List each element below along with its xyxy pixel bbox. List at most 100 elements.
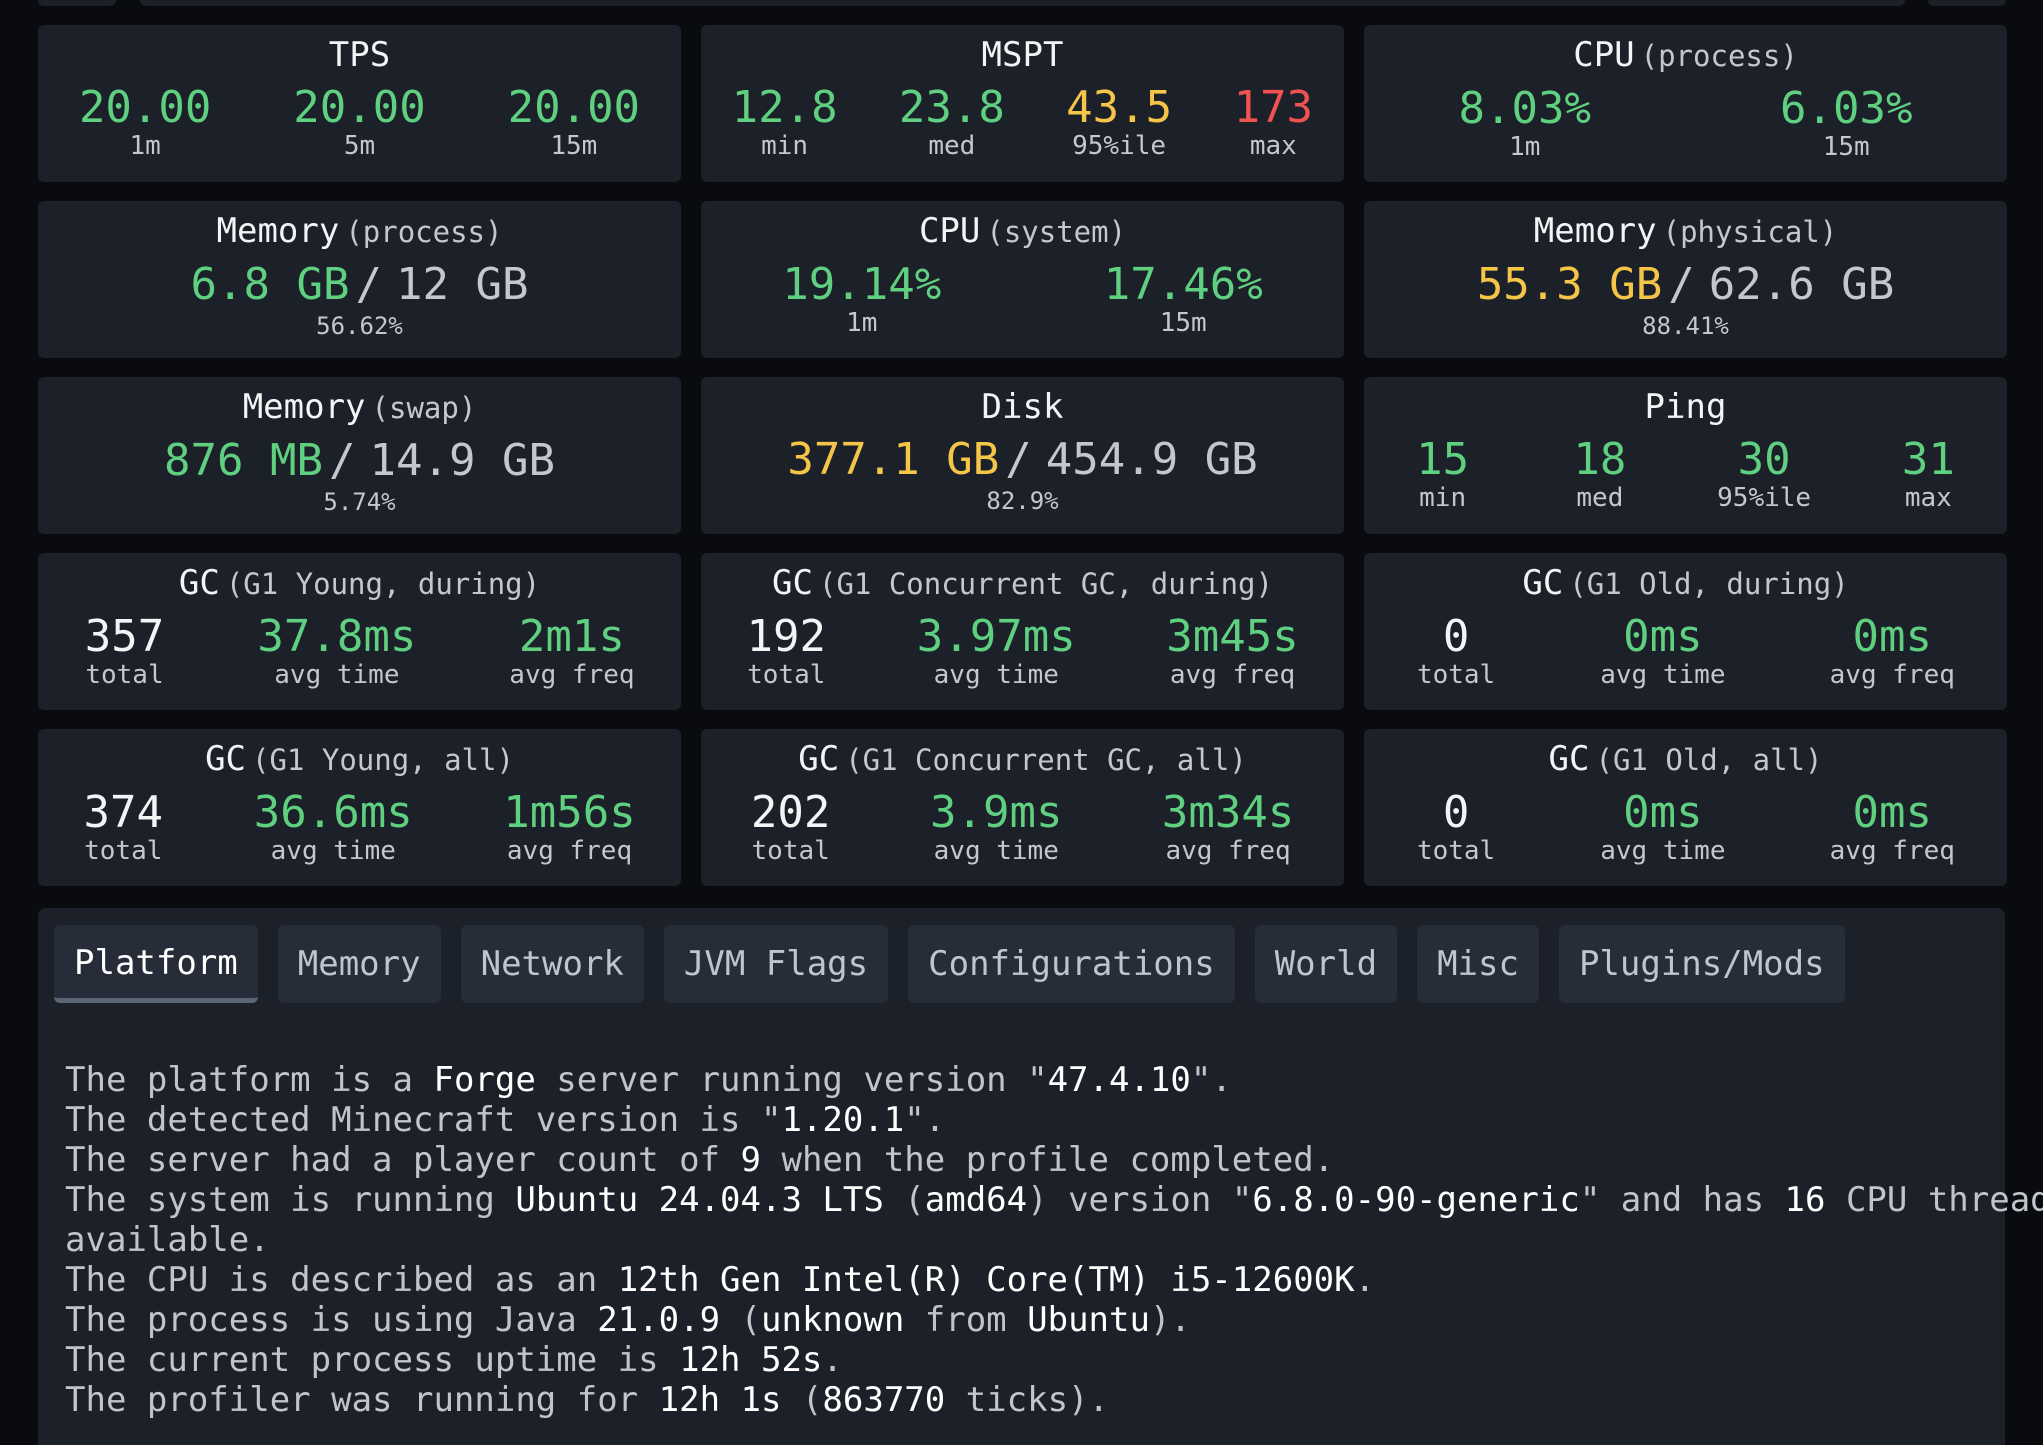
- stat-label: 95%ile: [1072, 131, 1167, 161]
- usage-percent: 5.74%: [323, 488, 396, 516]
- stat-label: total: [751, 836, 830, 866]
- stat-1m: 20.00 1m: [78, 82, 212, 162]
- stat-card-gc-g1-young-all: GC (G1 Young, all) 374 total 36.6ms avg time 1…: [38, 729, 681, 886]
- stat-total: 0 total: [1416, 787, 1496, 867]
- card-title: GC (G1 Young, all): [205, 739, 514, 780]
- usage-value: 876 MB/ 14.9 GB: [164, 436, 555, 486]
- stat-row: 192 total 3.97ms avg time 3m45s avg freq: [701, 611, 1344, 691]
- stat-value: 357: [84, 611, 165, 662]
- tab-jvm-flags[interactable]: JVM Flags: [663, 925, 889, 1003]
- stat-value: 0: [1442, 787, 1470, 838]
- stat-label: avg freq: [1169, 660, 1296, 690]
- card-title-sub: (G1 Old, during): [1569, 567, 1849, 601]
- stat-avg-freq: 2m1s avg freq: [509, 612, 634, 691]
- stat-total: 192 total: [746, 612, 826, 691]
- stat-label: avg freq: [506, 836, 633, 866]
- card-title-main: CPU: [1573, 35, 1635, 75]
- info-value: 12h 1s: [658, 1380, 782, 1420]
- stat-card-ping: Ping 15 min 18 med 30 95%ile 31 max: [1364, 377, 2007, 534]
- card-title-sub: (swap): [371, 391, 477, 425]
- info-text: ) version ": [1027, 1180, 1253, 1220]
- stat-value: 0ms: [1623, 787, 1703, 838]
- stat-value: 20.00: [78, 82, 212, 133]
- stat-label: avg time: [933, 660, 1059, 690]
- card-title: Memory (swap): [243, 387, 477, 428]
- info-value: unknown: [761, 1300, 905, 1340]
- info-line: The process is using Java 21.0.9 (unknow…: [65, 1300, 2043, 1340]
- stat-label: med: [928, 131, 976, 161]
- stat-row: 0 total 0ms avg time 0ms avg freq: [1364, 612, 2007, 691]
- usage-used: 377.1 GB: [787, 434, 1000, 485]
- info-line: The detected Minecraft version is "1.20.…: [65, 1100, 2043, 1140]
- tab-configurations[interactable]: Configurations: [908, 925, 1235, 1003]
- stat-row: 15 min 18 med 30 95%ile 31 max: [1364, 435, 2007, 514]
- info-text: server running version ": [535, 1060, 1048, 1100]
- info-panel: Platform Memory Network JVM Flags Configurat…: [38, 908, 2043, 1445]
- card-title: Memory (physical): [1534, 211, 1837, 252]
- stat-label: total: [1416, 836, 1496, 866]
- card-title-main: GC: [1522, 563, 1564, 603]
- info-value: 6.8.0-90-generic: [1252, 1180, 1580, 1220]
- usage-total: 454.9 GB: [1045, 434, 1258, 485]
- stat-label: avg freq: [1829, 660, 1955, 690]
- usage-used: 55.3 GB: [1476, 259, 1663, 310]
- info-value: 47.4.10: [1047, 1060, 1191, 1100]
- tab-platform[interactable]: Platform: [54, 925, 258, 1003]
- stat-avg-freq: 0ms avg freq: [1829, 612, 1955, 691]
- stat-label: 1m: [1509, 132, 1541, 162]
- stat-card-cpu-system: CPU (system) 19.14% 1m 17.46% 15m: [701, 201, 1344, 358]
- info-text: The CPU is described as an: [65, 1260, 618, 1300]
- usage-used: 6.8 GB: [190, 259, 350, 310]
- stat-value: 173: [1233, 82, 1314, 133]
- info-text: (: [883, 1180, 925, 1220]
- stat-label: avg freq: [1165, 836, 1291, 866]
- info-text: The process is using Java: [65, 1300, 598, 1340]
- stat-label: total: [85, 660, 164, 690]
- stat-avg-freq: 3m45s avg freq: [1166, 611, 1299, 691]
- tab-misc[interactable]: Misc: [1417, 925, 1539, 1003]
- tab-network[interactable]: Network: [460, 925, 644, 1003]
- stat-value: 12.8: [731, 82, 838, 133]
- stat-label: 15m: [1822, 132, 1870, 162]
- stat-avg-time: 0ms avg time: [1600, 787, 1725, 867]
- stat-label: avg freq: [1829, 836, 1955, 866]
- stat-total: 374 total: [83, 788, 163, 867]
- stat-row: 19.14% 1m 17.46% 15m: [701, 259, 1344, 339]
- card-title: CPU (system): [919, 211, 1126, 252]
- stat-value: 6.03%: [1780, 83, 1913, 134]
- card-title: MSPT: [982, 35, 1064, 75]
- stat-label: 15m: [550, 131, 598, 161]
- info-text: The server had a player count of: [65, 1140, 741, 1180]
- stat-value: 3.9ms: [930, 787, 1063, 838]
- stat-value: 3m45s: [1166, 611, 1299, 662]
- stat-label: total: [1416, 660, 1496, 690]
- usage-slash: /: [1668, 259, 1695, 310]
- info-text: CPU threads: [1845, 1180, 2043, 1220]
- stat-label: avg time: [933, 836, 1059, 866]
- usage-percent: 88.41%: [1642, 312, 1729, 340]
- info-value: 21.0.9: [597, 1300, 721, 1340]
- tab-memory[interactable]: Memory: [277, 925, 441, 1003]
- stat-row: 8.03% 1m 6.03% 15m: [1364, 83, 2007, 163]
- stat-15m: 20.00 15m: [508, 83, 640, 162]
- info-text: The profiler was running for: [65, 1380, 659, 1420]
- tab-world[interactable]: World: [1254, 925, 1398, 1003]
- usage-total: 62.6 GB: [1708, 259, 1895, 310]
- info-text: .: [1354, 1260, 1376, 1300]
- stat-value: 19.14%: [782, 259, 942, 310]
- usage-slash: /: [1005, 434, 1032, 485]
- card-title-main: TPS: [328, 35, 391, 75]
- stat-value: 202: [750, 787, 831, 838]
- info-line: The profiler was running for 12h 1s (863…: [65, 1380, 2043, 1420]
- stat-card-memory-process: Memory (process) 6.8 GB/ 12 GB 56.62%: [38, 201, 681, 358]
- stat-95-ile: 30 95%ile: [1717, 435, 1811, 514]
- info-text: when the profile completed.: [761, 1140, 1335, 1180]
- stat-card-gc-g1-old-during: GC (G1 Old, during) 0 total 0ms avg time 0ms av…: [1364, 553, 2007, 710]
- card-title-sub: (process): [345, 215, 503, 249]
- stat-card-memory-swap: Memory (swap) 876 MB/ 14.9 GB 5.74%: [38, 377, 681, 534]
- stat-avg-freq: 1m56s avg freq: [503, 788, 635, 867]
- card-title-main: GC: [772, 563, 813, 603]
- tab-plugins-mods[interactable]: Plugins/Mods: [1558, 925, 1845, 1003]
- info-text: from: [904, 1300, 1028, 1340]
- card-title-sub: (physical): [1662, 215, 1838, 249]
